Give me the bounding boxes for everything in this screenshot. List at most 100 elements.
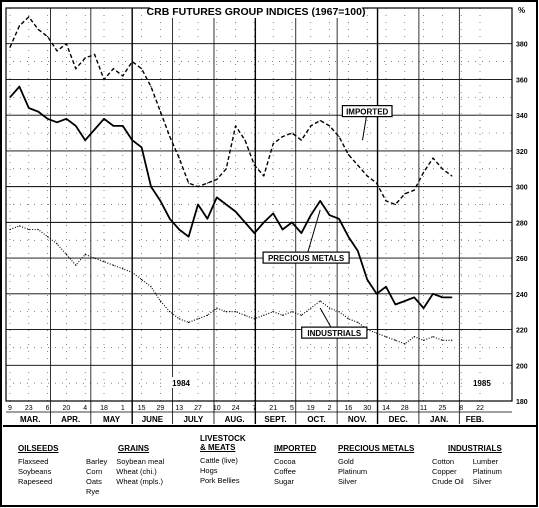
data-point [310, 307, 312, 309]
data-point [47, 35, 49, 38]
data-point [150, 286, 152, 288]
data-point [225, 203, 227, 206]
legend-items: Barley Corn Oats Rye [86, 457, 107, 497]
data-point [206, 182, 208, 184]
data-point [357, 250, 359, 252]
month-label: SEPT. [264, 415, 286, 424]
legend-items: Flaxseed Soybeans Rapeseed [18, 457, 52, 487]
data-point [413, 189, 415, 191]
x-tick-label: 27 [194, 405, 202, 412]
year-label: 1985 [473, 379, 491, 388]
year-label: 1984 [172, 379, 190, 388]
data-point [376, 332, 378, 334]
legend-item: Platinum [338, 467, 368, 476]
callout-box [301, 326, 368, 339]
data-point [9, 228, 11, 231]
x-tick-label: 8 [459, 405, 463, 412]
data-point [197, 318, 199, 320]
legend-item: Rye [86, 487, 100, 496]
legend-livestock: LIVESTOCK & MEATS Cattle (live) Hogs Pork … [200, 434, 246, 486]
data-point [150, 86, 152, 88]
data-point [263, 175, 265, 177]
data-point [300, 314, 302, 316]
legend-heading: LIVESTOCK [200, 434, 246, 443]
series-labels: IMPORTED PRECIOUS METALS INDUSTRIALS [262, 105, 393, 339]
x-tick-label: 22 [476, 405, 484, 412]
data-point [432, 336, 434, 338]
y-tick-label: 300 [516, 185, 528, 192]
callout-box [262, 251, 350, 264]
legend-item: Wheat (chi.) [116, 467, 157, 476]
data-point [441, 168, 443, 170]
data-point [413, 336, 415, 338]
data-point [112, 125, 114, 127]
y-tick-label: 340 [516, 113, 528, 120]
title-box [150, 4, 362, 18]
legend-heading: INDUSTRIALS [448, 444, 502, 453]
x-tick-label: 10 [213, 405, 221, 412]
legend-heading: GRAINS [118, 444, 150, 453]
data-point [18, 25, 20, 27]
data-point [103, 261, 105, 263]
data-point [103, 118, 105, 120]
data-point [159, 300, 161, 302]
data-point [423, 171, 425, 173]
data-point [65, 253, 67, 256]
legend-item: Hogs [200, 466, 218, 475]
data-point [56, 121, 58, 123]
data-point [188, 236, 190, 238]
legend-item: Platinum [472, 467, 502, 476]
data-point [451, 296, 453, 298]
legend-item: Flaxseed [18, 457, 49, 466]
data-point [141, 146, 143, 148]
data-point [319, 119, 321, 122]
legend-item: Cocoa [274, 457, 296, 466]
data-point [65, 43, 67, 45]
legend-item: Rapeseed [18, 477, 53, 486]
legend-item: Cattle (live) [200, 456, 238, 465]
y-tick-label: 380 [516, 42, 528, 49]
legend-grains: GRAINS Barley Corn Oats Rye Soybean meal Whe… [86, 444, 164, 497]
data-point [169, 136, 171, 138]
y-tick-label: 180 [516, 399, 528, 406]
data-point [103, 78, 105, 81]
x-tick-label: 21 [269, 405, 277, 412]
data-point [197, 186, 199, 188]
data-point [441, 339, 443, 341]
x-tick-label: 1 [121, 405, 125, 412]
x-tick-label: 24 [232, 405, 240, 412]
x-tick-label: 11 [420, 405, 427, 412]
x-tick-label: 20 [63, 405, 71, 412]
legend-item: Soybeans [18, 467, 52, 476]
legend-oilseeds: OILSEEDS Flaxseed Soybeans Rapeseed [18, 444, 58, 487]
series-lines [9, 16, 453, 345]
month-label: FEB. [466, 415, 484, 424]
data-point [56, 243, 58, 245]
data-point [197, 203, 199, 206]
data-point [300, 232, 302, 234]
data-point [404, 300, 406, 302]
legend-items: Lumber Platinum Silver [473, 457, 502, 487]
month-label: MAY [103, 415, 121, 424]
y-tick-label: 200 [516, 363, 528, 370]
x-tick-label: 7 [252, 405, 256, 412]
data-point [188, 321, 190, 323]
series-line-industrials [9, 225, 452, 345]
legend-heading: PRECIOUS METALS [338, 444, 415, 453]
data-point [84, 57, 86, 59]
legend-item: Silver [472, 477, 492, 486]
data-point [75, 68, 77, 70]
x-tick-label: 2 [328, 405, 332, 412]
y-unit-label: % [518, 6, 525, 15]
data-point [18, 86, 20, 88]
data-point [112, 264, 114, 266]
x-tick-label: 29 [157, 405, 165, 412]
month-label: JUNE [142, 415, 164, 424]
data-point [94, 53, 96, 56]
data-point [366, 278, 368, 281]
data-point [244, 314, 246, 316]
series-label: IMPORTED [346, 108, 388, 117]
x-tick-label: 14 [382, 405, 390, 412]
data-point [47, 118, 49, 120]
